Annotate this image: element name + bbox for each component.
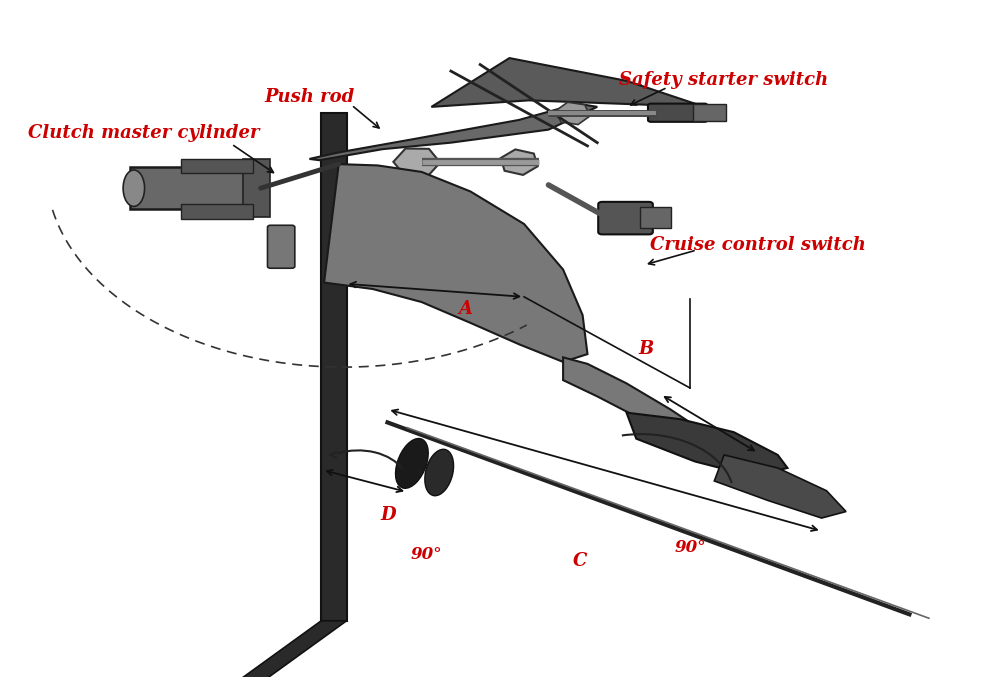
FancyBboxPatch shape: [640, 207, 671, 228]
FancyBboxPatch shape: [181, 159, 253, 173]
Text: A: A: [459, 299, 473, 318]
FancyBboxPatch shape: [693, 104, 726, 121]
FancyBboxPatch shape: [181, 204, 253, 219]
Text: Push rod: Push rod: [264, 88, 355, 106]
Polygon shape: [324, 164, 587, 362]
FancyBboxPatch shape: [243, 159, 270, 217]
Polygon shape: [431, 58, 705, 107]
Text: C: C: [572, 552, 587, 570]
FancyBboxPatch shape: [598, 202, 653, 234]
Ellipse shape: [425, 450, 454, 496]
Polygon shape: [563, 357, 695, 435]
Ellipse shape: [396, 439, 428, 488]
Text: Cruise control switch: Cruise control switch: [650, 236, 866, 254]
Text: Clutch master cylinder: Clutch master cylinder: [28, 124, 259, 142]
Polygon shape: [714, 455, 846, 518]
FancyBboxPatch shape: [321, 113, 347, 621]
Text: D: D: [381, 506, 396, 525]
Text: 90°: 90°: [411, 546, 442, 563]
FancyBboxPatch shape: [130, 167, 265, 209]
Text: B: B: [638, 340, 654, 358]
Text: Safety starter switch: Safety starter switch: [619, 70, 829, 89]
Polygon shape: [309, 104, 597, 160]
Polygon shape: [240, 621, 347, 677]
Ellipse shape: [123, 170, 145, 206]
FancyBboxPatch shape: [648, 104, 707, 122]
Text: 90°: 90°: [674, 539, 706, 556]
FancyBboxPatch shape: [267, 225, 295, 268]
Polygon shape: [627, 413, 787, 477]
